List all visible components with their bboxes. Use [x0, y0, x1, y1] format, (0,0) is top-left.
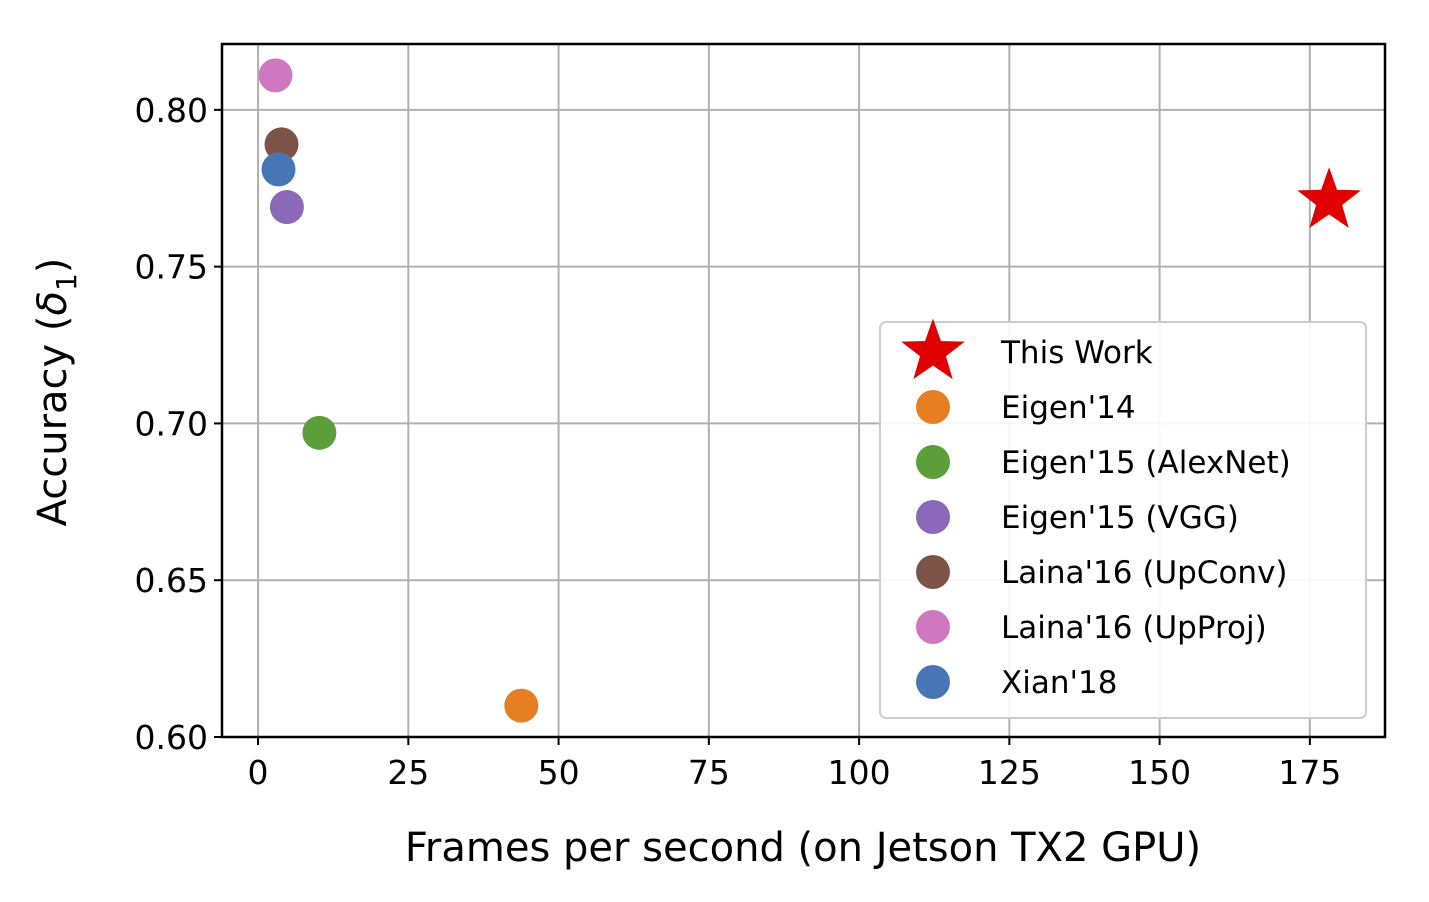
data-point: [258, 58, 293, 93]
data-point: [261, 152, 296, 187]
y-axis-label: Accuracy (δ1): [30, 258, 83, 527]
legend: This Work Eigen'14 Eigen'15 (AlexNet) Eigen…: [879, 318, 1367, 719]
data-point: [269, 190, 304, 225]
legend-marker: [901, 318, 965, 380]
y-tick-label: 0.65: [135, 561, 208, 600]
x-tick-label: 150: [1128, 753, 1191, 792]
x-tick-label: 175: [1278, 753, 1341, 792]
legend-marker: [916, 500, 950, 534]
x-tick-label: 0: [248, 753, 269, 792]
legend-label: Eigen'14: [1001, 390, 1136, 426]
legend-label: Eigen'15 (VGG): [1001, 500, 1239, 536]
y-tick-label: 0.60: [135, 718, 208, 757]
axis-ticks: 0 25 50 75 100 125 150 175 0.60 0.65 0.70 0.75 0.80: [135, 91, 1342, 792]
legend-label: This Work: [1000, 335, 1153, 371]
legend-marker: [916, 390, 950, 424]
x-tick-label: 50: [538, 753, 580, 792]
y-tick-label: 0.80: [135, 91, 208, 130]
x-tick-label: 25: [387, 753, 429, 792]
legend-label: Xian'18: [1001, 665, 1117, 701]
legend-label: Eigen'15 (AlexNet): [1001, 445, 1291, 481]
legend-label: Laina'16 (UpProj): [1001, 610, 1267, 646]
x-tick-label: 100: [828, 753, 891, 792]
data-point: [302, 415, 337, 450]
data-point: [1297, 167, 1361, 228]
data-points: [258, 58, 1361, 723]
legend-marker: [916, 610, 950, 644]
plot-frame: [220, 42, 1387, 739]
legend-marker: [916, 555, 950, 589]
data-point: [504, 688, 539, 723]
x-axis-label: Frames per second (on Jetson TX2 GPU): [405, 825, 1201, 871]
x-tick-label: 75: [688, 753, 730, 792]
legend-label: Laina'16 (UpConv): [1001, 555, 1288, 591]
legend-box: [879, 321, 1367, 719]
legend-marker: [916, 445, 950, 479]
y-tick-label: 0.75: [135, 248, 208, 287]
data-point: [264, 127, 299, 162]
x-tick-label: 125: [978, 753, 1041, 792]
y-tick-label: 0.70: [135, 404, 208, 443]
legend-marker: [916, 665, 950, 699]
